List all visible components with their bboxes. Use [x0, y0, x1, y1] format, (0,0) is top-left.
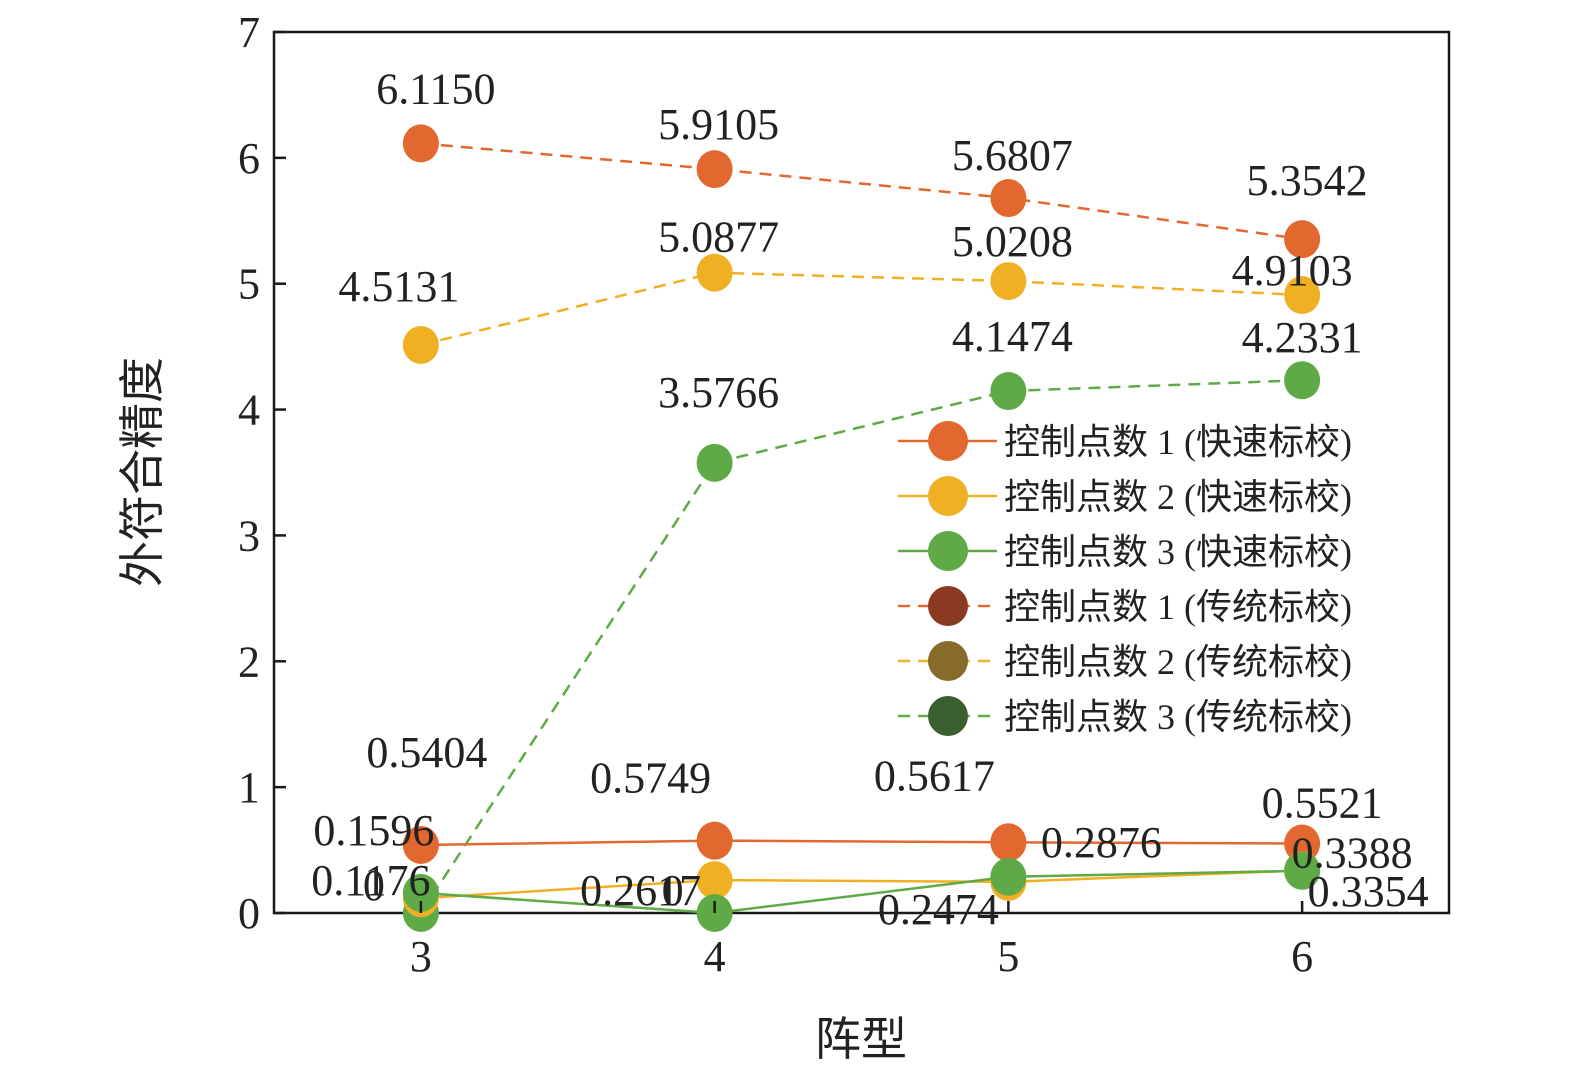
series-5-point [1284, 276, 1321, 315]
series-4-point [696, 150, 733, 189]
series-3-point [402, 873, 439, 912]
series-6-point [696, 443, 733, 482]
series-5-line [420, 271, 1303, 347]
data-label: 0.3354 [1308, 867, 1429, 916]
x-tick-label: 3 [410, 932, 432, 981]
series-5-point [402, 325, 439, 364]
data-label: 0.5617 [874, 751, 995, 800]
plot-frame [272, 30, 1451, 915]
series-4-point [1284, 220, 1321, 259]
legend-marker [928, 696, 968, 736]
series-lines [419, 142, 1303, 915]
y-tick-label: 6 [238, 134, 260, 183]
data-label: 3.5766 [658, 368, 779, 417]
data-labels: 0.5404 0.5749 0.5617 0.5521 0.1176 0.2617 0.24… [311, 64, 1428, 933]
data-label: 0.2876 [1041, 818, 1162, 867]
data-label: 4.9103 [1232, 246, 1353, 295]
series-1-point [402, 825, 439, 864]
series-4-point [402, 124, 439, 163]
legend-marker [928, 641, 968, 681]
data-label: 0.2617 [580, 866, 701, 915]
data-label: 5.9105 [658, 100, 779, 149]
legend-marker [928, 586, 968, 626]
series-3-point [990, 857, 1027, 896]
data-label: 0.1596 [313, 806, 434, 855]
series-6-point [1284, 361, 1321, 400]
x-tick-label: 5 [997, 932, 1019, 981]
y-tick-label: 3 [238, 511, 260, 560]
legend-marker [928, 476, 968, 516]
legend-marker [928, 531, 968, 571]
data-label: 4.2331 [1242, 313, 1363, 362]
legend-label: 控制点数 3 (快速标校) [1004, 532, 1352, 572]
data-label: 0.5521 [1262, 779, 1383, 828]
legend-label: 控制点数 1 (传统标校) [1004, 587, 1352, 627]
legend-label: 控制点数 2 (快速标校) [1004, 477, 1352, 517]
series-1-point [990, 823, 1027, 862]
series-4-line [420, 142, 1303, 241]
data-label: 0.2474 [878, 885, 999, 934]
series-1-point [696, 821, 733, 860]
data-label: 0 [363, 861, 385, 910]
data-label: 5.0877 [658, 213, 779, 262]
series-2-point [696, 861, 733, 900]
series-4-point [990, 179, 1027, 218]
series-6-line [419, 378, 1303, 914]
y-tick-label: 2 [238, 637, 260, 686]
y-tick-label: 5 [238, 260, 260, 309]
legend-label: 控制点数 3 (传统标校) [1004, 697, 1352, 737]
data-label: 0.3388 [1292, 828, 1413, 877]
data-label: 4.5131 [338, 262, 459, 311]
legend: 控制点数 1 (快速标校) 控制点数 2 (快速标校) 控制点数 3 (快速标校) 控… [898, 421, 1352, 737]
y-tick-label: 1 [238, 763, 260, 812]
axis-ticks: 0 1 2 3 4 5 6 7 3 4 5 6 [238, 8, 1313, 981]
series-2-line [420, 869, 1303, 900]
data-label: 5.6807 [952, 131, 1073, 180]
legend-marker [928, 421, 968, 461]
series-1-point [1284, 824, 1321, 863]
x-tick-label: 4 [704, 932, 726, 981]
x-tick-label: 6 [1291, 932, 1313, 981]
y-axis-title: 外符合精度 [117, 357, 168, 587]
series-3-line [420, 869, 1303, 915]
data-label: 4.1474 [952, 312, 1073, 361]
data-label: 0 [662, 866, 684, 915]
y-tick-label: 4 [238, 386, 260, 435]
legend-label: 控制点数 2 (传统标校) [1004, 642, 1352, 682]
series-1-line [420, 839, 1303, 847]
data-label: 0.1176 [311, 856, 430, 905]
data-label: 6.1150 [376, 64, 495, 113]
data-label: 5.3542 [1247, 156, 1368, 205]
legend-label: 控制点数 1 (快速标校) [1004, 422, 1352, 462]
y-tick-label: 0 [238, 889, 260, 938]
data-label: 5.0208 [952, 217, 1073, 266]
series-markers [402, 124, 1321, 932]
data-label: 0.5749 [590, 754, 711, 803]
series-3-point [1284, 851, 1321, 890]
series-5-point [990, 262, 1027, 301]
data-label: 0.5404 [366, 728, 487, 777]
series-6-point [990, 372, 1027, 411]
series-5-point [696, 253, 733, 292]
x-axis-title: 阵型 [815, 1014, 907, 1065]
y-tick-label: 7 [238, 8, 260, 57]
